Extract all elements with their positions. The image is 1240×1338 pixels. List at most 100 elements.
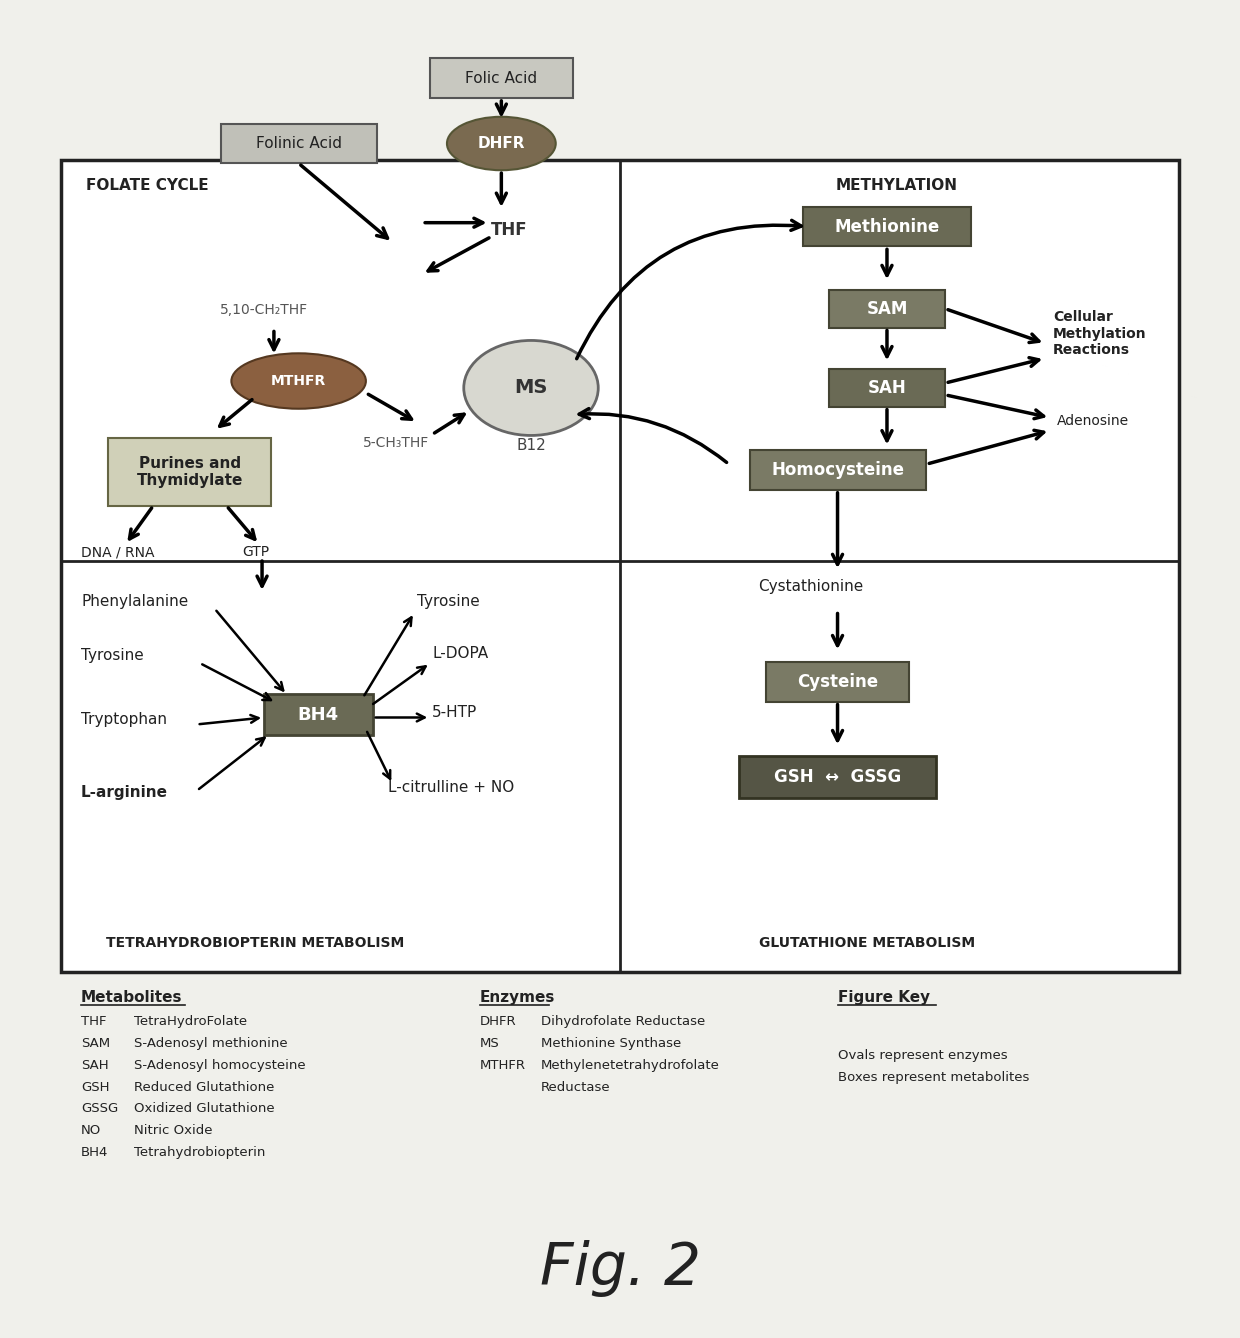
Text: Enzymes: Enzymes — [480, 990, 556, 1005]
FancyArrowPatch shape — [949, 396, 1044, 419]
Text: BH4: BH4 — [298, 705, 339, 724]
Ellipse shape — [232, 353, 366, 408]
FancyArrowPatch shape — [376, 713, 424, 721]
Text: B12: B12 — [516, 439, 546, 454]
FancyBboxPatch shape — [739, 756, 936, 797]
FancyArrowPatch shape — [949, 357, 1039, 383]
Text: GSSG: GSSG — [81, 1103, 118, 1116]
Text: Tetrahydrobiopterin: Tetrahydrobiopterin — [134, 1145, 265, 1159]
Text: THF: THF — [491, 221, 527, 238]
FancyArrowPatch shape — [365, 617, 412, 696]
Text: L-DOPA: L-DOPA — [432, 646, 489, 661]
Text: NO: NO — [81, 1124, 102, 1137]
Text: Folinic Acid: Folinic Acid — [255, 136, 342, 151]
FancyArrowPatch shape — [200, 714, 258, 724]
FancyArrowPatch shape — [367, 732, 391, 779]
FancyArrowPatch shape — [832, 492, 842, 565]
FancyArrowPatch shape — [947, 309, 1039, 343]
Text: 5-HTP: 5-HTP — [432, 705, 477, 720]
Text: L-citrulline + NO: L-citrulline + NO — [388, 780, 513, 795]
Text: DHFR: DHFR — [477, 136, 525, 151]
Text: Figure Key: Figure Key — [837, 990, 930, 1005]
FancyBboxPatch shape — [766, 662, 909, 701]
FancyArrowPatch shape — [882, 330, 892, 356]
FancyArrowPatch shape — [832, 704, 842, 740]
FancyBboxPatch shape — [749, 451, 925, 490]
FancyArrowPatch shape — [929, 431, 1044, 463]
Text: MTHFR: MTHFR — [272, 375, 326, 388]
Ellipse shape — [446, 116, 556, 170]
Text: THF: THF — [81, 1016, 107, 1029]
Text: GLUTATHIONE METABOLISM: GLUTATHIONE METABOLISM — [759, 937, 976, 950]
Text: Methylenetetrahydrofolate: Methylenetetrahydrofolate — [541, 1058, 719, 1072]
Text: SAH: SAH — [81, 1058, 109, 1072]
Text: TetraHydroFolate: TetraHydroFolate — [134, 1016, 247, 1029]
Text: Metabolites: Metabolites — [81, 990, 182, 1005]
FancyArrowPatch shape — [228, 508, 254, 539]
Text: Adenosine: Adenosine — [1056, 413, 1130, 428]
FancyArrowPatch shape — [425, 218, 482, 227]
Text: FOLATE CYCLE: FOLATE CYCLE — [86, 178, 208, 193]
Text: MS: MS — [480, 1037, 500, 1050]
FancyArrowPatch shape — [882, 409, 892, 440]
Text: Cellular
Methylation
Reactions: Cellular Methylation Reactions — [1053, 310, 1147, 357]
Text: Reduced Glutathione: Reduced Glutathione — [134, 1081, 274, 1093]
FancyBboxPatch shape — [429, 59, 573, 98]
FancyBboxPatch shape — [61, 161, 1179, 971]
FancyBboxPatch shape — [828, 290, 945, 328]
FancyArrowPatch shape — [202, 665, 272, 700]
FancyArrowPatch shape — [198, 737, 264, 789]
FancyBboxPatch shape — [221, 123, 377, 163]
Text: Boxes represent metabolites: Boxes represent metabolites — [837, 1070, 1029, 1084]
FancyArrowPatch shape — [577, 221, 801, 359]
FancyBboxPatch shape — [108, 439, 272, 506]
FancyArrowPatch shape — [368, 395, 412, 419]
Text: MTHFR: MTHFR — [480, 1058, 526, 1072]
Text: Oxidized Glutathione: Oxidized Glutathione — [134, 1103, 274, 1116]
FancyArrowPatch shape — [496, 100, 506, 114]
Text: Tryptophan: Tryptophan — [81, 712, 167, 728]
Text: Methionine Synthase: Methionine Synthase — [541, 1037, 681, 1050]
FancyArrowPatch shape — [216, 610, 283, 690]
Text: MS: MS — [515, 379, 548, 397]
Text: S-Adenosyl homocysteine: S-Adenosyl homocysteine — [134, 1058, 305, 1072]
Text: Tyrosine: Tyrosine — [81, 648, 144, 664]
Text: Folic Acid: Folic Acid — [465, 71, 537, 86]
FancyBboxPatch shape — [804, 207, 971, 246]
Text: Purines and
Thymidylate: Purines and Thymidylate — [136, 456, 243, 488]
Text: SAM: SAM — [867, 300, 908, 318]
Text: GSH  ↔  GSSG: GSH ↔ GSSG — [774, 768, 901, 785]
Text: 5,10-CH₂THF: 5,10-CH₂THF — [219, 302, 308, 317]
Text: Cystathionine: Cystathionine — [759, 579, 864, 594]
Text: 5-CH₃THF: 5-CH₃THF — [363, 436, 429, 451]
Text: Methionine: Methionine — [835, 218, 940, 235]
FancyBboxPatch shape — [828, 369, 945, 407]
Text: DHFR: DHFR — [480, 1016, 516, 1029]
Text: Phenylalanine: Phenylalanine — [81, 594, 188, 609]
FancyArrowPatch shape — [434, 415, 464, 434]
Text: S-Adenosyl methionine: S-Adenosyl methionine — [134, 1037, 288, 1050]
FancyBboxPatch shape — [264, 693, 373, 736]
FancyArrowPatch shape — [579, 408, 727, 463]
Text: GSH: GSH — [81, 1081, 109, 1093]
FancyArrowPatch shape — [496, 173, 506, 203]
FancyArrowPatch shape — [882, 249, 892, 276]
Text: Reductase: Reductase — [541, 1081, 610, 1093]
Text: Fig. 2: Fig. 2 — [539, 1240, 701, 1298]
Text: Dihydrofolate Reductase: Dihydrofolate Reductase — [541, 1016, 706, 1029]
FancyArrowPatch shape — [129, 508, 151, 539]
Text: Ovals represent enzymes: Ovals represent enzymes — [837, 1049, 1007, 1062]
Text: SAM: SAM — [81, 1037, 110, 1050]
Ellipse shape — [464, 340, 598, 435]
FancyArrowPatch shape — [257, 561, 267, 586]
Text: L-arginine: L-arginine — [81, 784, 169, 800]
FancyArrowPatch shape — [269, 332, 279, 349]
FancyArrowPatch shape — [373, 666, 425, 704]
Text: METHYLATION: METHYLATION — [836, 178, 957, 193]
Text: GTP: GTP — [242, 545, 269, 559]
Text: SAH: SAH — [868, 379, 906, 397]
FancyArrowPatch shape — [219, 400, 252, 427]
Text: Tyrosine: Tyrosine — [418, 594, 480, 609]
FancyArrowPatch shape — [301, 165, 387, 238]
Text: Nitric Oxide: Nitric Oxide — [134, 1124, 212, 1137]
